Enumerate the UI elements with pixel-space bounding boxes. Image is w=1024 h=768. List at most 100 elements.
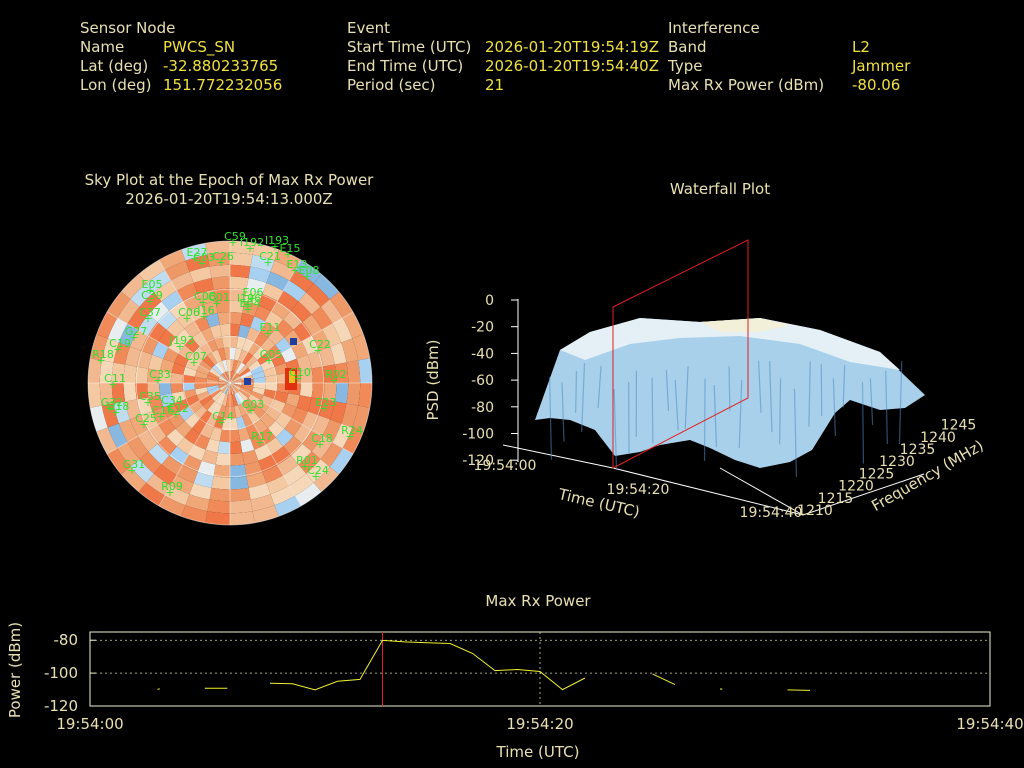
satellite-label: C18 <box>311 432 333 445</box>
sky-cell <box>111 383 126 404</box>
sky-cell <box>341 403 359 428</box>
satellite-label: C33 <box>149 368 171 381</box>
sky-cell <box>285 393 300 408</box>
sky-cell <box>245 355 258 368</box>
sky-cell <box>201 301 218 317</box>
sky-cell <box>206 383 219 388</box>
sky-cell <box>230 418 239 431</box>
satellite-marker: + <box>242 298 251 311</box>
max-power-y-tick-label: -80 <box>54 631 79 649</box>
waterfall-surface-streak <box>684 366 689 429</box>
satellite-marker: + <box>319 402 328 415</box>
sky-cell <box>205 241 230 255</box>
waterfall-surface-streak <box>769 361 773 433</box>
sky-cell <box>311 436 333 460</box>
satellite-label: E27 <box>187 246 208 259</box>
sky-cell <box>238 324 251 339</box>
waterfall-z-tick-label: -100 <box>462 427 494 443</box>
sky-cell <box>207 401 219 414</box>
sky-cell <box>266 406 282 421</box>
waterfall-surface-ridge <box>560 318 900 370</box>
sky-cell <box>293 322 312 342</box>
sensor-lat-label: Lat (deg) <box>80 57 149 75</box>
sky-cell <box>258 454 278 472</box>
sky-cell <box>221 335 230 348</box>
waterfall-plot-title: Waterfall Plot <box>669 180 771 198</box>
sky-cell <box>332 423 353 449</box>
satellite-marker: + <box>263 256 272 269</box>
event-start-label: Start Time (UTC) <box>347 38 472 56</box>
satellite-marker: + <box>139 418 148 431</box>
sky-cell <box>346 383 361 406</box>
sky-cell <box>101 403 119 428</box>
sky-cell <box>169 301 189 320</box>
satellite-marker: + <box>145 295 154 308</box>
sky-cell <box>176 465 198 484</box>
satellite-marker: + <box>197 257 206 270</box>
sky-cell <box>230 487 251 502</box>
sky-cell <box>185 254 210 272</box>
satellite-label: E06 <box>243 286 264 299</box>
satellite-label: E08 <box>299 264 320 277</box>
sky-cell <box>253 376 266 383</box>
sky-cell <box>201 449 218 465</box>
sky-cell <box>217 441 230 454</box>
sky-cell <box>319 346 335 367</box>
waterfall-surface-streak <box>808 361 811 427</box>
sky-cell <box>230 429 241 443</box>
sky-cell <box>220 383 230 393</box>
satellite-label: R09 <box>161 480 183 493</box>
waterfall-surface-streak <box>613 389 618 471</box>
sky-cell <box>213 288 230 302</box>
sky-cell <box>185 359 200 371</box>
sky-cell <box>199 410 213 424</box>
sky-cell <box>158 418 176 437</box>
sky-cell <box>113 401 130 424</box>
waterfall-surface <box>535 318 925 477</box>
sky-cell <box>175 421 192 438</box>
sky-cell <box>311 366 325 383</box>
satellite-label: C39 <box>141 289 163 302</box>
sky-cell <box>202 355 215 368</box>
event-period-value: 21 <box>485 76 505 94</box>
sky-cell <box>214 362 225 374</box>
sky-cell <box>257 400 271 414</box>
sky-cell <box>189 483 212 500</box>
sky-cell <box>312 329 331 351</box>
sky-cell <box>230 380 242 383</box>
satellite-label: C14 <box>212 410 234 423</box>
sky-cell <box>296 354 312 371</box>
waterfall-surface-streak <box>581 362 586 432</box>
satellite-label: E23 <box>316 396 337 409</box>
sky-cell <box>258 294 278 312</box>
sky-cell <box>242 338 254 353</box>
satellite-marker: + <box>143 312 152 325</box>
sky-cell <box>182 383 195 392</box>
sky-cell <box>129 415 148 437</box>
sky-cell <box>217 405 226 418</box>
waterfall-surface-streak <box>665 370 670 411</box>
sky-cell <box>138 260 165 284</box>
sky-cell <box>161 455 183 476</box>
satellite-marker: + <box>143 396 152 409</box>
sky-cell <box>227 371 230 383</box>
sky-cell <box>147 368 161 383</box>
sky-cell <box>265 311 284 329</box>
sky-cell <box>221 359 228 372</box>
sky-cell <box>232 394 239 407</box>
sky-cell <box>342 427 364 454</box>
satellite-label: C22 <box>309 338 331 351</box>
sky-cell <box>263 366 277 377</box>
sky-cell <box>291 407 308 425</box>
satellite-marker: + <box>263 327 272 340</box>
max-power-x-tick-label: 19:54:20 <box>506 715 573 733</box>
sky-cell <box>298 292 321 315</box>
sky-cell <box>240 371 253 379</box>
interference-type-value: Jammer <box>852 57 911 75</box>
sky-cell <box>283 310 303 330</box>
sky-cell <box>193 278 214 294</box>
waterfall-freq-tick-label: 1215 <box>818 491 854 507</box>
satellite-marker: + <box>182 312 191 325</box>
sky-cell <box>223 406 230 419</box>
